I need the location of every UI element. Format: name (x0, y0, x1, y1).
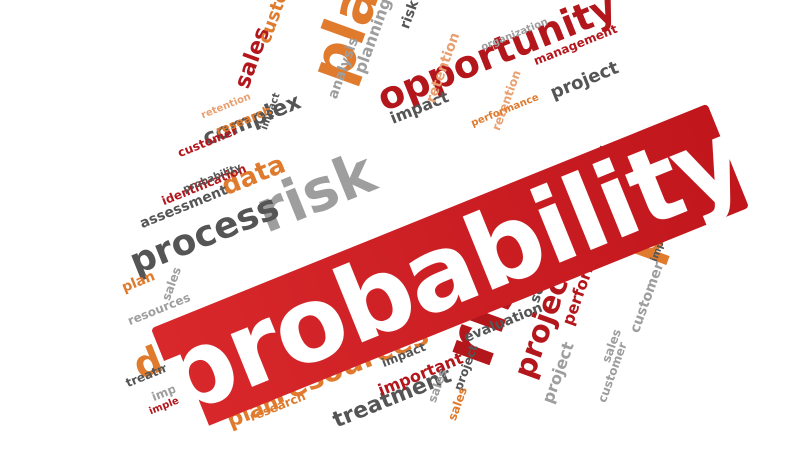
cloud-word: customer (254, 0, 306, 46)
cloud-word: plan (119, 268, 158, 296)
cloud-word: sales (445, 385, 471, 423)
cloud-word: customer (627, 260, 668, 336)
cloud-word: customer (595, 340, 630, 405)
cloud-word: risk (397, 0, 423, 32)
cloud-word: project (547, 57, 622, 104)
